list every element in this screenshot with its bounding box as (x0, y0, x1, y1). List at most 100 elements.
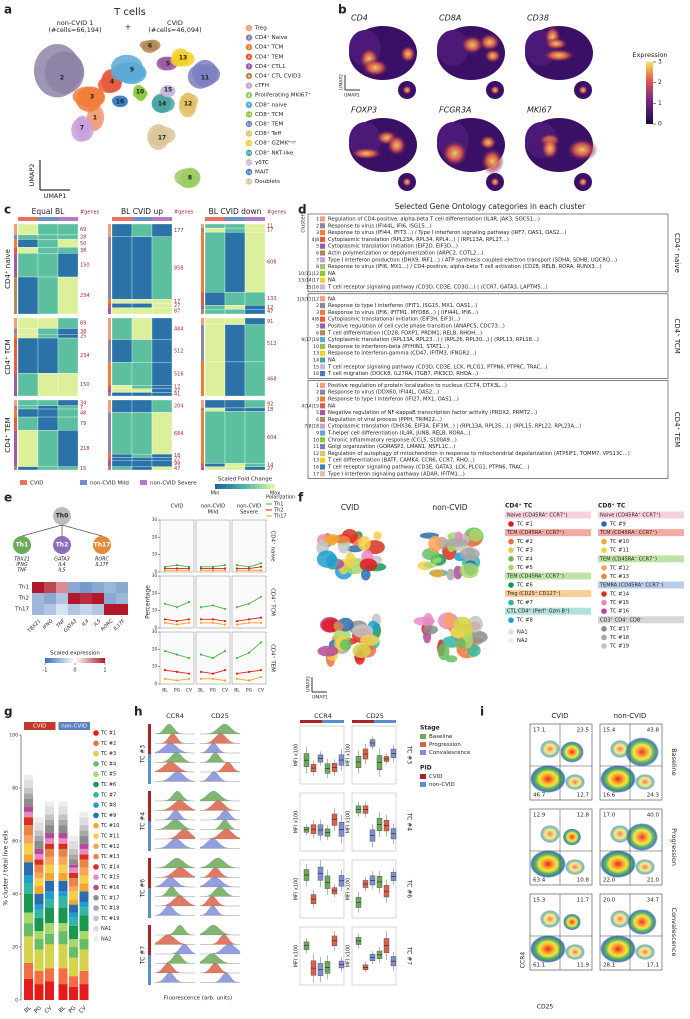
point (235, 677, 239, 680)
legend-swatch (245, 168, 253, 176)
legend-id: 14 (247, 151, 252, 155)
umap-cluster (423, 613, 434, 629)
condition-bar (225, 217, 245, 221)
heatmap-side (14, 373, 17, 396)
pid-bar (374, 720, 396, 723)
legend-label: TC #1 (100, 731, 116, 737)
cluster-id: 2 (60, 75, 64, 82)
heatmap-cell (37, 247, 59, 254)
heatmap-block (108, 307, 173, 315)
expr-hot (386, 134, 407, 157)
expr-hot (490, 177, 500, 187)
bar-segment (79, 901, 89, 908)
bar-segment (45, 968, 54, 982)
legend-label: TC #8 (100, 803, 116, 809)
gene-count: 27 (267, 466, 273, 472)
heatmap-side (108, 466, 111, 470)
heatmap-side (201, 463, 204, 467)
heatmap-cell (57, 337, 79, 374)
label: MFI x100 (294, 878, 300, 901)
x-tick-label: CV (186, 688, 193, 694)
point (223, 567, 227, 570)
ridge (200, 819, 241, 830)
legend-label: TC #8 (516, 618, 533, 624)
label: non-CVID (432, 503, 467, 512)
go-term: T-helper cell differentiation (IL4R, JUN… (327, 431, 470, 437)
heatmap-block (201, 227, 266, 233)
gene-count: 604 (267, 435, 277, 441)
point (247, 602, 251, 605)
heatmap-block (14, 234, 79, 240)
ridge (199, 790, 241, 802)
umap-cluster (460, 547, 480, 561)
heatmap-cell (32, 604, 44, 615)
heatmap-side (201, 411, 204, 464)
label: MFI x100 (294, 811, 300, 834)
heatmap-cell (17, 430, 39, 467)
section-header (598, 616, 684, 624)
cluster-id: 17 (313, 471, 319, 477)
cluster-swatch (320, 257, 325, 263)
expr-hot (541, 48, 576, 63)
bar-segment (79, 843, 89, 849)
ridge (154, 800, 196, 811)
heatmap-cell (32, 593, 44, 604)
heatmap-cell (151, 466, 173, 471)
umap-cluster (112, 96, 128, 108)
label: MFI x100 (346, 744, 352, 767)
point (199, 569, 203, 572)
panel-title: T cells (113, 7, 146, 18)
label: CVID (33, 724, 46, 730)
bar-segment (45, 843, 54, 849)
point (211, 604, 215, 607)
ridge (200, 934, 241, 945)
bar-segment (45, 825, 54, 834)
point (187, 621, 191, 624)
bar-segment (69, 957, 78, 977)
y-tick-label: 20 (152, 590, 158, 595)
legend-swatch (93, 750, 99, 757)
legend-swatch (508, 556, 514, 562)
legend-label: TC #17 (609, 626, 629, 632)
gene-count: 177 (174, 228, 184, 234)
heatmap-cell (80, 604, 92, 615)
heatmap-cell (111, 236, 133, 300)
legend-swatch (245, 111, 253, 118)
point (163, 618, 167, 621)
legend-swatch (93, 730, 99, 736)
heatmap-block (108, 223, 173, 238)
heatmap-block (14, 328, 79, 335)
point (211, 672, 215, 675)
point (235, 606, 239, 609)
row-label: TC #6 (406, 879, 413, 898)
legend-label: non-CVID (429, 782, 455, 788)
gene-count: 41 (174, 392, 180, 398)
arrow (61, 524, 103, 537)
bar-segment (79, 867, 89, 876)
legend-swatch (93, 781, 99, 788)
legend-label: Doublets (255, 179, 280, 185)
cluster-id: 14 (313, 358, 319, 364)
heatmap-cell (111, 317, 133, 340)
bar-segment (58, 864, 68, 873)
condition-bar (58, 217, 78, 221)
quadrant-value: 12.8 (577, 813, 590, 819)
quadrant-value: 43.8 (647, 728, 660, 734)
bar-segment (45, 806, 54, 815)
gene-name: CD38 (527, 14, 549, 23)
point (199, 653, 203, 656)
label: 2 (658, 79, 662, 86)
expr-hot (566, 138, 598, 162)
gene-count: 79 (80, 421, 86, 427)
label: non-CVID Mild (90, 481, 129, 487)
y-tick-label: 0 (15, 998, 18, 1004)
heatmap-side (108, 318, 111, 340)
ridge (199, 924, 241, 936)
heatmap-side (14, 409, 17, 418)
y-tick-label: 40 (12, 892, 18, 898)
cluster-id: 9 (130, 67, 134, 74)
gene-count: 17 (174, 385, 180, 391)
point (163, 567, 167, 570)
panel-label: d (298, 203, 307, 217)
legend-swatch (93, 771, 99, 777)
